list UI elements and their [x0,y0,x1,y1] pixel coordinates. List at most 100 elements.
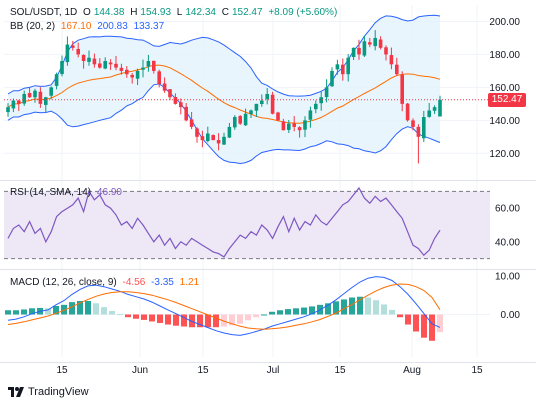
candle-body [92,58,97,65]
candle-body [114,63,118,68]
candle-body [389,55,394,65]
candle-body [22,93,26,104]
candle-body [189,119,194,127]
x-tick-label: Aug [403,365,421,376]
candle-body [103,61,107,69]
candle-body [395,64,399,75]
rsi-tick-label: 60.00 [495,204,520,215]
macd-histogram-bar [413,314,419,332]
macd-histogram-bar [237,314,243,324]
macd-histogram-bar [325,303,331,315]
macd-histogram-bar [197,314,203,328]
candle-body [292,123,296,127]
candle-body [411,120,415,127]
candle-body [44,97,48,105]
macd-histogram-bar [381,304,387,315]
macd-hist-value: -4.56 [122,277,146,288]
macd-histogram-bar [429,314,435,341]
macd-histogram-bar [365,297,371,315]
macd-histogram-bar [77,300,83,315]
bollinger-basis-line [7,64,441,124]
candle-body [281,121,286,131]
macd-histogram-bar [69,302,75,315]
macd-histogram-bar [141,314,147,320]
candle-body [335,64,340,70]
candle-body [119,67,124,71]
candle-body [416,126,421,137]
macd-histogram-bar [165,314,171,325]
candle-body [400,74,404,104]
price-tick-label: 180.00 [489,50,520,61]
candle-body [152,60,156,71]
macd-histogram-bar [301,307,307,315]
macd-histogram-bar [293,308,299,315]
x-tick-label: 15 [471,365,483,376]
candle-body [243,113,248,126]
bb-legend: BB (20, 2) 167.10 200.83 133.37 [10,21,167,33]
candle-body [98,63,102,68]
macd-histogram-bar [45,308,51,315]
candle-body [432,107,437,111]
x-tick-label: Jul [267,365,280,376]
candle-body [341,64,345,75]
candle-body [351,47,356,57]
macd-histogram-bar [341,299,347,315]
brand-label: TradingView [28,386,89,398]
candle-body [287,123,291,130]
candle-body [125,69,129,75]
candle-body [276,112,280,121]
close-value: 152.47 [231,7,263,18]
bollinger-band-fill [8,15,440,164]
macd-histogram-bar [221,314,227,327]
candle-body [27,93,32,98]
macd-histogram-bar [189,314,195,328]
macd-histogram-bar [181,314,187,327]
candle-body [357,47,361,55]
macd-histogram-bar [373,300,379,315]
candle-body [65,44,70,63]
candle-body [157,71,161,85]
candle-body [211,135,215,141]
last-price-tag: 152.47 [488,92,526,107]
candle-body [54,74,59,86]
macd-label: MACD (12, 26, close, 9) [10,277,117,288]
candle-body [168,89,172,98]
candle-body [297,127,302,131]
candle-body [233,117,237,128]
candle-body [146,61,151,67]
candle-body [108,62,113,65]
macd-histogram-bar [421,314,427,338]
tradingview-brand[interactable]: TradingView [8,386,89,398]
candle-body [173,96,178,104]
candle-body [303,120,307,130]
macd-histogram-bar [133,314,139,319]
candle-body [249,110,253,115]
macd-histogram-bar [101,307,107,315]
macd-histogram-bar [157,314,163,323]
candle-body [184,106,188,121]
candle-body [270,94,275,114]
macd-histogram-bar [13,310,19,315]
macd-histogram-bar [405,314,411,325]
macd-histogram-bar [5,310,11,315]
bb-basis-value: 167.10 [60,21,92,32]
symbol-label: SOL/USDT, 1D [10,7,78,18]
candle-body [330,70,334,87]
macd-histogram-bar [349,297,355,315]
macd-histogram-bar [173,314,179,326]
rsi-legend: RSI (14, SMA, 14) 46.90 [10,187,125,199]
macd-histogram-bar [53,306,59,315]
candle-body [71,45,75,48]
macd-tick-label: 0.00 [501,310,521,321]
candle-body [38,91,43,104]
candle-body [11,100,16,109]
candle-body [60,61,64,75]
x-tick-label: 15 [197,365,209,376]
macd-histogram-bar [437,314,443,333]
candle-body [87,57,91,62]
macd-histogram-bar [285,309,291,315]
macd-histogram-bar [61,304,67,315]
candle-body [195,128,199,137]
macd-line-value: -3.35 [151,277,174,288]
